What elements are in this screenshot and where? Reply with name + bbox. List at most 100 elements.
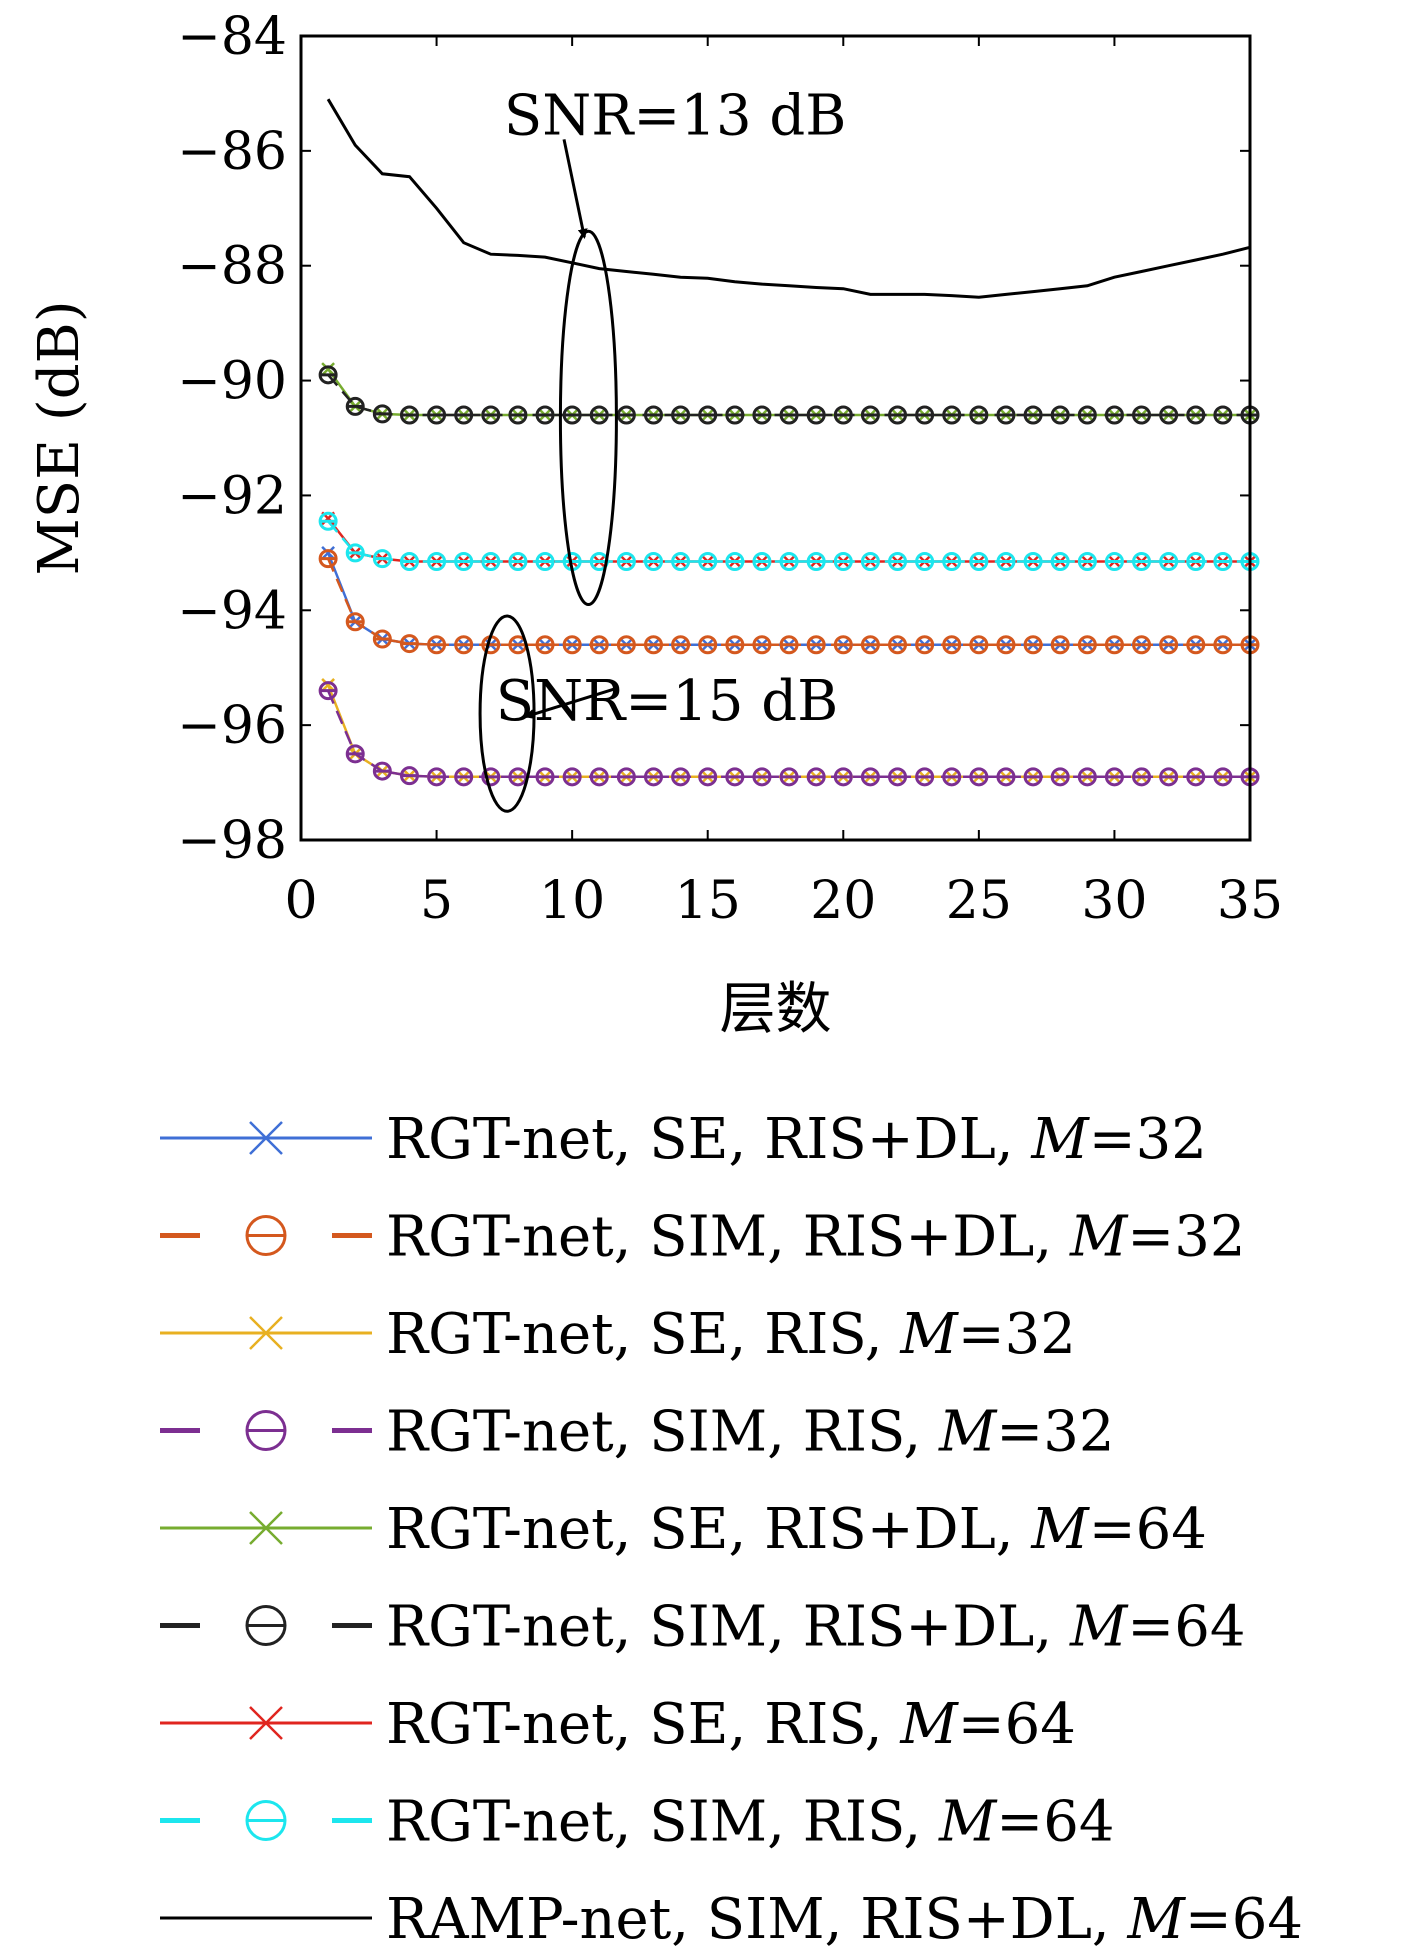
data-point [915,635,935,655]
data-point [752,635,772,655]
data-point [616,635,636,655]
y-tick-label: −88 [177,237,287,297]
data-point [888,635,908,655]
data-point [372,761,392,781]
data-point [318,681,338,701]
data-point [1159,635,1179,655]
legend-label: RAMP-net, SIM, RIS+DL, M=64 [386,1887,1303,1950]
data-point [1077,635,1097,655]
data-point [1104,635,1124,655]
data-point [725,405,745,425]
data-point [969,551,989,571]
data-point [969,405,989,425]
data-point [616,551,636,571]
data-point [318,365,338,385]
data-point [806,405,826,425]
data-point [806,767,826,787]
data-point [942,405,962,425]
data-point [1104,551,1124,571]
data-point [427,405,447,425]
data-point [1023,767,1043,787]
data-point [427,635,447,655]
data-point [508,767,528,787]
data-point [643,405,663,425]
data-point [915,551,935,571]
data-point [833,551,853,571]
data-point [399,766,419,786]
data-point [481,551,501,571]
data-point [427,767,447,787]
series-4 [318,681,1260,787]
legend-entry-3: RGT-net, SE, RIS, M=32 [160,1302,1076,1367]
legend-label: RGT-net, SE, RIS+DL, M=64 [386,1497,1207,1562]
data-point [969,767,989,787]
data-point [508,405,528,425]
data-point [1132,551,1152,571]
legend-marker [245,1800,287,1841]
series-9 [326,98,1251,299]
data-point [562,405,582,425]
x-tick-label: 30 [1081,871,1147,931]
x-tick-label: 0 [284,871,317,931]
annotation-layer: SNR=13 dB SNR=15 dB [478,83,846,813]
legend-entry-6: RGT-net, SIM, RIS+DL, M=64 [160,1595,1245,1660]
legend: RGT-net, SE, RIS+DL, M=32 RGT-net, SIM, R… [160,1107,1303,1950]
data-point [318,511,338,531]
data-point [318,549,338,569]
legend-label: RGT-net, SIM, RIS+DL, M=64 [386,1595,1245,1660]
data-point [833,405,853,425]
data-point [752,767,772,787]
data-point [942,551,962,571]
data-point [671,767,691,787]
legend-marker [249,1706,283,1740]
snr15-arrow [524,686,619,719]
data-point [562,767,582,787]
data-point [1023,635,1043,655]
x-tick-label: 5 [420,871,453,931]
data-point [996,767,1016,787]
data-point [616,767,636,787]
data-point [779,405,799,425]
data-point [698,405,718,425]
data-point [860,551,880,571]
data-point [1104,767,1124,787]
legend-entry-8: RGT-net, SIM, RIS, M=64 [160,1790,1114,1855]
data-point [345,612,365,632]
data-point [915,767,935,787]
data-point [535,635,555,655]
data-point [508,551,528,571]
series-line [326,98,1251,299]
data-point [562,635,582,655]
data-point [1159,551,1179,571]
data-point [996,551,1016,571]
legend-entry-9: RAMP-net, SIM, RIS+DL, M=64 [160,1887,1303,1950]
x-tick-label: 15 [675,871,741,931]
data-point [779,635,799,655]
x-tick-label: 25 [946,871,1012,931]
series-7 [321,511,1257,569]
y-tick-label: −90 [177,352,287,412]
data-point [535,767,555,787]
series-5 [321,362,1257,422]
data-point [888,767,908,787]
series-line [326,558,1250,646]
legend-label: RGT-net, SIM, RIS, M=32 [386,1400,1114,1465]
data-point [725,767,745,787]
data-point [1104,405,1124,425]
data-point [1077,405,1097,425]
data-point [1050,405,1070,425]
data-point [1213,551,1233,571]
series-8 [318,511,1260,571]
legend-entry-1: RGT-net, SE, RIS+DL, M=32 [160,1107,1207,1172]
data-point [481,405,501,425]
data-point [1186,767,1206,787]
data-point [1023,405,1043,425]
data-point [1077,551,1097,571]
annotation-label: SNR=15 dB [496,669,839,734]
legend-entry-2: RGT-net, SIM, RIS+DL, M=32 [160,1205,1245,1270]
series-2 [318,549,1260,655]
series-6 [318,365,1260,425]
snr13-arrow [562,139,588,239]
legend-marker [249,1316,283,1350]
